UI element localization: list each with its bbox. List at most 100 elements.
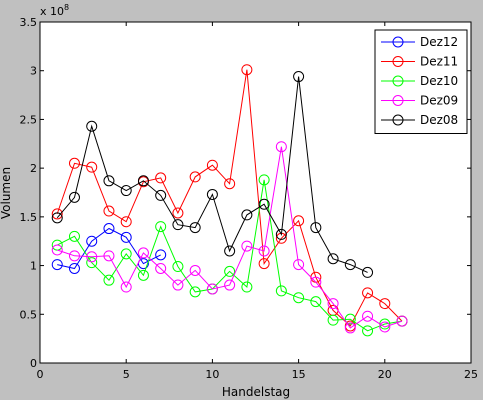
y-tick-label: 1.5 <box>20 211 38 224</box>
y-exponent-label: x 108 <box>40 3 69 18</box>
legend-label: Dez10 <box>420 74 458 88</box>
legend-item: Dez10 <box>381 74 458 88</box>
legend-marker <box>392 95 404 106</box>
data-point <box>206 159 218 171</box>
data-point <box>86 257 98 269</box>
data-point <box>293 215 305 227</box>
data-point <box>327 253 339 265</box>
exponent-base: x 10 <box>40 5 64 18</box>
data-point <box>120 185 132 197</box>
data-point <box>137 247 149 259</box>
legend-label: Dez11 <box>420 55 458 69</box>
y-tick-label: 0 <box>30 357 37 370</box>
data-point <box>293 71 305 83</box>
data-point <box>362 310 374 322</box>
legend-marker <box>392 36 404 48</box>
data-point <box>155 189 167 201</box>
data-point <box>344 313 356 325</box>
y-axis-label: Volumen <box>0 167 13 219</box>
data-point <box>310 222 322 234</box>
y-tick-label: 1 <box>30 260 37 273</box>
x-tick-label: 5 <box>123 368 130 381</box>
y-tick-label: 0.5 <box>20 308 38 321</box>
x-axis-label: Handelstag <box>222 385 290 399</box>
y-tick-label: 3 <box>30 65 37 78</box>
data-point <box>327 298 339 310</box>
data-point <box>310 276 322 288</box>
data-point <box>51 212 63 224</box>
legend-item: Dez11 <box>381 55 458 69</box>
data-point <box>362 325 374 337</box>
data-point <box>172 207 184 219</box>
legend-marker <box>392 114 404 126</box>
legend-item: Dez12 <box>381 35 458 49</box>
data-point <box>327 314 339 326</box>
data-point <box>275 228 287 240</box>
data-point <box>86 161 98 173</box>
data-point <box>120 216 132 228</box>
data-point <box>206 188 218 200</box>
data-point <box>189 264 201 276</box>
data-point <box>68 230 80 242</box>
data-point <box>172 261 184 273</box>
data-point <box>241 240 253 252</box>
data-point <box>379 298 391 310</box>
x-tick-label: 25 <box>464 368 478 381</box>
data-point <box>68 262 80 274</box>
data-point <box>396 315 408 327</box>
data-point <box>86 235 98 247</box>
x-tick-label: 20 <box>378 368 392 381</box>
data-point <box>189 222 201 234</box>
series-line <box>56 76 368 273</box>
data-point <box>120 248 132 260</box>
data-point <box>172 219 184 231</box>
data-point <box>379 321 391 333</box>
data-point <box>362 287 374 299</box>
data-point <box>155 249 167 261</box>
data-point <box>258 258 270 270</box>
data-point <box>258 198 270 210</box>
series-line <box>57 227 161 270</box>
legend-item: Dez09 <box>381 94 458 108</box>
data-point <box>224 245 236 257</box>
data-point <box>310 296 322 308</box>
data-point <box>172 279 184 291</box>
data-point <box>362 266 374 278</box>
data-point <box>103 205 115 217</box>
data-point <box>275 285 287 297</box>
data-point <box>155 172 167 184</box>
data-point <box>86 120 98 132</box>
data-point <box>51 208 63 220</box>
legend-marker <box>392 56 404 67</box>
data-point <box>293 292 305 304</box>
data-point <box>51 259 63 271</box>
y-tick-label: 3.5 <box>20 16 38 29</box>
data-point <box>189 286 201 298</box>
data-point <box>86 251 98 263</box>
x-tick-label: 15 <box>292 368 306 381</box>
data-point <box>103 274 115 286</box>
series-line <box>57 146 403 329</box>
y-tick-label: 2.5 <box>20 113 38 126</box>
data-point <box>275 141 287 153</box>
data-point <box>103 250 115 262</box>
data-point <box>224 265 236 277</box>
data-point <box>293 259 305 271</box>
data-point <box>241 281 253 293</box>
data-point <box>224 279 236 291</box>
data-point <box>120 281 132 293</box>
legend-marker <box>392 75 404 87</box>
legend-label: Dez12 <box>420 35 458 49</box>
data-point <box>344 259 356 271</box>
axes-box <box>39 21 472 364</box>
legend-box <box>374 29 468 134</box>
data-point <box>189 171 201 183</box>
data-point <box>68 157 80 169</box>
data-point <box>258 174 270 186</box>
y-tick-label: 2 <box>30 162 37 175</box>
data-point <box>258 245 270 257</box>
data-point <box>206 283 218 295</box>
series-dez08 <box>51 71 374 278</box>
series-dez09 <box>51 141 408 334</box>
